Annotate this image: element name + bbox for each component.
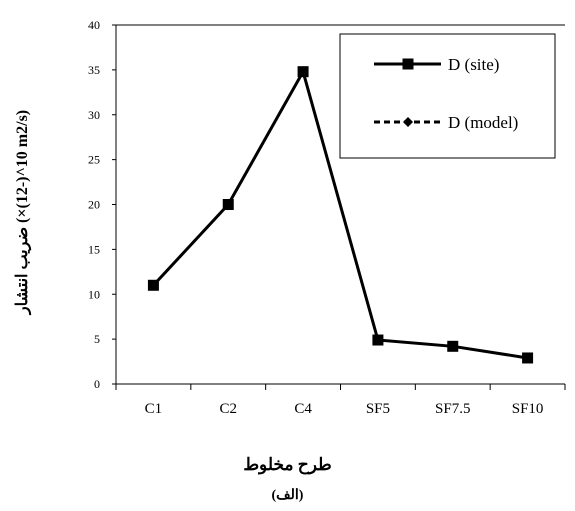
x-tick-label: SF7.5 (435, 401, 470, 417)
data-point-marker (447, 340, 459, 352)
legend-entry-label: D (model) (448, 113, 518, 132)
data-point-marker (522, 352, 534, 364)
series-d-site (147, 66, 534, 364)
y-tick-label: 15 (88, 242, 100, 256)
legend: D (site) D (model) (339, 33, 556, 159)
data-point-marker (372, 334, 384, 346)
y-tick-label: 30 (88, 108, 100, 122)
y-axis-ticks: 0 5 10 15 20 25 30 35 40 (88, 18, 116, 391)
legend-entry-label: D (site) (448, 55, 499, 74)
series-layer (147, 66, 534, 364)
data-point-marker (402, 58, 414, 70)
x-tick-label: SF10 (512, 401, 544, 417)
y-tick-label: 0 (94, 377, 100, 391)
y-tick-label: 25 (88, 153, 100, 167)
x-tick-label: SF5 (366, 401, 390, 417)
y-tick-label: 20 (88, 198, 100, 212)
y-tick-label: 5 (94, 332, 100, 346)
data-point-marker (147, 279, 159, 291)
y-tick-label: 10 (88, 287, 100, 301)
x-tick-label: C2 (219, 401, 237, 417)
legend-box (339, 33, 556, 159)
figure-caption: (الف) (271, 488, 304, 503)
y-tick-label: 40 (88, 18, 100, 32)
series-line (152, 67, 528, 360)
data-point-marker (403, 117, 413, 127)
x-axis-ticks: C1 C2 C4 SF5 SF7.5 SF10 (115, 384, 566, 417)
data-point-marker (222, 199, 234, 210)
y-axis-label-text: ضریب انتشار (×10^(-12) m2/s) (14, 109, 31, 315)
x-axis-label: طرح مخلوط (243, 455, 332, 474)
y-tick-label: 35 (88, 63, 100, 77)
data-point-marker (297, 66, 309, 78)
x-tick-label: C4 (294, 401, 312, 417)
x-tick-label: C1 (145, 401, 163, 417)
